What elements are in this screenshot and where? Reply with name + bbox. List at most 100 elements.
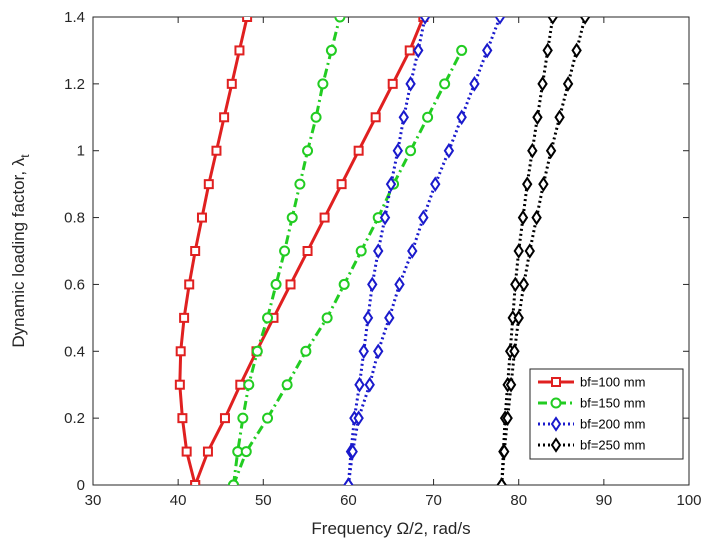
data-point-circle	[243, 379, 255, 391]
data-point-square	[370, 112, 381, 123]
data-point-diamond	[537, 76, 548, 92]
data-point-square	[202, 446, 213, 457]
data-point-diamond	[392, 142, 404, 159]
x-tick-label: 90	[596, 492, 613, 509]
data-point-circle	[281, 379, 293, 391]
data-point-diamond	[353, 410, 364, 426]
data-point-circle	[456, 44, 468, 56]
data-point-square	[353, 145, 364, 156]
data-point-square	[551, 377, 561, 387]
data-point-diamond	[373, 343, 384, 360]
y-tick-label: 0.6	[64, 276, 85, 293]
x-tick-label: 80	[510, 492, 527, 509]
x-tick-labels: 30 40 50 60 70 80 90 100	[85, 492, 702, 509]
data-point-square	[219, 112, 230, 123]
data-point-square	[234, 45, 245, 56]
data-point-diamond	[538, 176, 549, 192]
y-axis-title-main: Dynamic loading factor, λ	[9, 157, 28, 347]
data-point-diamond	[579, 17, 591, 25]
y-tick-label: 0	[77, 477, 85, 494]
data-point-diamond	[443, 142, 455, 159]
data-point-diamond	[499, 443, 510, 460]
data-point-square	[226, 78, 237, 89]
y-tick-label: 1.2	[64, 76, 85, 93]
data-point-circle	[334, 17, 346, 23]
legend-label: bf=200 mm	[580, 417, 645, 432]
data-point-diamond	[347, 443, 358, 460]
data-point-square	[302, 246, 313, 256]
x-tick-label: 30	[85, 492, 102, 509]
data-point-circle	[294, 178, 306, 190]
legend-label: bf=100 mm	[580, 375, 645, 390]
y-tick-label: 1	[77, 143, 85, 160]
data-point-diamond	[505, 376, 517, 393]
data-point-circle	[550, 397, 562, 409]
data-point-square	[242, 17, 253, 22]
data-point-diamond	[367, 276, 378, 293]
data-point-circle	[270, 278, 282, 290]
data-point-diamond	[542, 42, 553, 59]
data-point-diamond	[407, 243, 418, 259]
data-point-diamond	[545, 142, 557, 159]
data-point-square	[196, 212, 207, 223]
data-point-circle	[422, 111, 434, 123]
data-point-circle	[279, 245, 291, 257]
data-point-diamond	[522, 176, 533, 192]
data-point-diamond	[469, 76, 480, 92]
x-tick-label: 60	[340, 492, 357, 509]
data-point-circle	[302, 145, 314, 157]
data-point-diamond	[524, 243, 535, 259]
data-point-circle	[355, 245, 367, 257]
series-group	[343, 17, 506, 485]
data-point-diamond	[496, 477, 507, 485]
data-point-square	[285, 279, 296, 290]
data-point-circle	[286, 212, 298, 224]
data-point-square	[336, 179, 347, 190]
data-point-diamond	[394, 276, 405, 293]
data-point-diamond	[362, 310, 374, 326]
data-point-diamond	[532, 109, 543, 126]
data-point-diamond	[494, 17, 506, 25]
data-point-diamond	[510, 276, 521, 293]
series-group	[496, 17, 591, 485]
x-tick-label: 70	[425, 492, 442, 509]
data-point-circle	[317, 78, 329, 90]
data-point-diamond	[531, 209, 542, 226]
series-layer	[174, 17, 591, 485]
data-point-diamond	[502, 410, 513, 426]
legend-label: bf=150 mm	[580, 396, 645, 411]
data-point-diamond	[384, 310, 395, 326]
y-tick-label: 0.8	[64, 210, 85, 227]
data-point-square	[319, 212, 330, 223]
legend: bf=100 mm bf=150 mm bf=200 mm bf=250 mm	[529, 368, 684, 460]
data-point-diamond	[571, 42, 582, 59]
series-line	[346, 17, 502, 485]
x-tick-label: 40	[170, 492, 187, 509]
data-point-circle	[325, 44, 337, 56]
data-point-circle	[262, 412, 274, 424]
data-point-square	[179, 312, 190, 323]
data-point-diamond	[513, 243, 524, 259]
data-point-diamond	[379, 209, 391, 226]
data-point-diamond	[430, 176, 441, 192]
series-line	[232, 17, 342, 485]
x-axis-title: Frequency Ω/2, rad/s	[311, 519, 470, 538]
data-point-diamond	[518, 276, 530, 293]
data-point-circle	[338, 278, 350, 290]
data-point-diamond	[413, 42, 424, 59]
data-point-square	[177, 413, 188, 424]
data-point-diamond	[398, 109, 409, 126]
series-line	[232, 49, 464, 485]
data-point-square	[211, 145, 222, 156]
data-point-circle	[240, 446, 252, 458]
data-point-diamond	[547, 17, 558, 25]
data-point-diamond	[418, 209, 429, 226]
data-point-circle	[310, 111, 322, 123]
data-point-square	[219, 413, 230, 424]
data-point-square	[175, 346, 186, 357]
data-point-square	[184, 279, 195, 290]
y-tick-label: 1.4	[64, 9, 85, 26]
data-point-square	[203, 179, 214, 190]
data-point-diamond	[354, 376, 365, 393]
